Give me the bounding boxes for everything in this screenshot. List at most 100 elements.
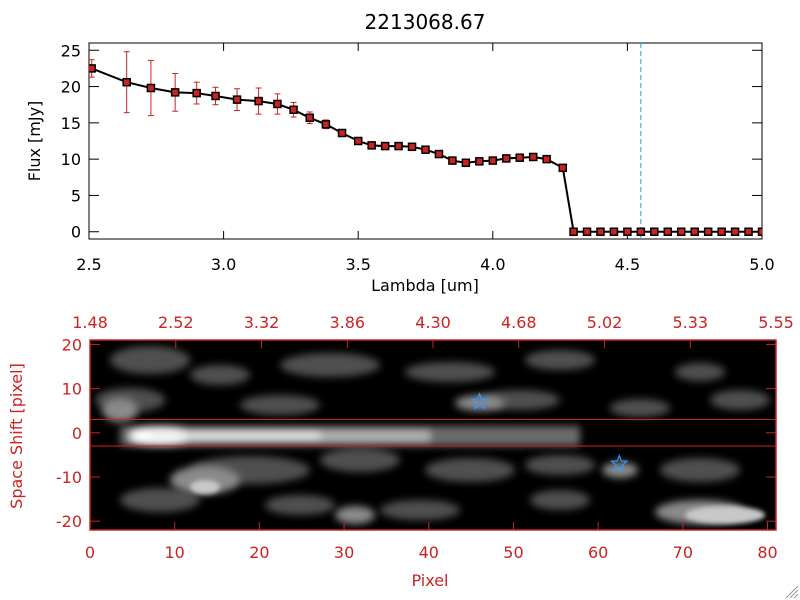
data-point: [744, 227, 753, 236]
shift-y-ticks: -20 -10 0 10 20: [56, 335, 776, 531]
y-tick-label: 0: [71, 223, 81, 242]
wavelength-top-ticks: 1.48 2.52 3.32 3.86 4.30 4.68 5.02 5.33 5.55: [72, 313, 794, 348]
data-point: [569, 227, 578, 236]
data-point: [146, 83, 156, 93]
shift-tick-label: 10: [62, 380, 82, 399]
pixel-tick-label: 60: [588, 543, 608, 562]
pixel-tick-label: 0: [85, 543, 95, 562]
y-tick-label: 25: [61, 41, 81, 60]
data-point: [211, 91, 220, 101]
pixel-tick-label: 10: [165, 543, 185, 562]
star-marker: [470, 392, 489, 410]
y-tick-label: 10: [61, 150, 81, 169]
pixel-tick-label: 70: [673, 543, 693, 562]
data-point: [407, 142, 417, 152]
spectrum-title: 2213068.67: [365, 10, 486, 34]
shift-tick-label: -10: [56, 468, 82, 487]
star-marker: [610, 454, 629, 472]
data-point: [305, 113, 314, 123]
data-point: [528, 152, 538, 162]
data-point: [434, 149, 444, 159]
shift-tick-label: -20: [56, 512, 82, 531]
data-point: [461, 158, 471, 168]
data-point: [337, 128, 347, 138]
data-point: [663, 227, 673, 236]
data-point: [582, 227, 592, 236]
x-tick-label: 4.0: [480, 255, 505, 274]
y-tick-label: 20: [61, 78, 81, 97]
spectrum-error-bars: [89, 51, 566, 172]
x-tick-label: 2.5: [76, 255, 101, 274]
image-panel: 0 10 20 30 40 50 60 70 80 -20 -10 0 10 20 1.48 2.52 3.…: [7, 313, 794, 590]
pixel-x-axis-label: Pixel: [411, 571, 448, 590]
data-point: [609, 227, 619, 236]
data-point: [717, 227, 726, 236]
data-point: [542, 154, 551, 164]
spectrum-plot-frame: [88, 42, 763, 240]
y-tick-label: 15: [61, 114, 81, 133]
wavelength-tick-label: 1.48: [72, 313, 108, 332]
pixel-tick-label: 30: [334, 543, 354, 562]
x-tick-label: 5.0: [749, 255, 774, 274]
wavelength-tick-label: 5.33: [672, 313, 708, 332]
data-point: [623, 227, 632, 236]
data-point: [192, 88, 201, 98]
source-markers: [470, 392, 629, 472]
shift-y-axis-label: Space Shift [pixel]: [7, 363, 26, 509]
data-point: [254, 96, 263, 106]
spectrum-x-ticks: 2.5 3.0 3.5 4.0 4.5 5.0: [76, 43, 775, 274]
data-point: [488, 156, 498, 165]
pixel-tick-label: 80: [757, 543, 777, 562]
data-point: [353, 136, 363, 146]
data-point: [515, 153, 524, 162]
data-point: [122, 77, 131, 87]
data-point: [690, 227, 699, 236]
pixel-tick-label: 50: [503, 543, 523, 562]
wavelength-tick-label: 2.52: [158, 313, 194, 332]
data-point: [321, 120, 331, 129]
data-point: [596, 227, 605, 236]
data-point: [232, 95, 242, 104]
y-tick-label: 5: [71, 186, 81, 205]
wavelength-tick-label: 4.68: [501, 313, 537, 332]
data-point: [558, 163, 568, 173]
pixel-tick-label: 40: [419, 543, 439, 562]
shift-tick-label: 20: [62, 335, 82, 354]
x-tick-label: 4.5: [615, 255, 640, 274]
data-point: [650, 227, 659, 236]
wavelength-tick-label: 5.55: [758, 313, 794, 332]
x-tick-label: 3.5: [345, 255, 370, 274]
pixel-x-ticks: 0 10 20 30 40 50 60 70 80: [85, 522, 778, 562]
data-point: [89, 64, 96, 73]
spectrum-y-axis-label: Flux [mJy]: [25, 101, 44, 182]
wavelength-tick-label: 3.86: [329, 313, 365, 332]
data-point: [676, 227, 686, 236]
data-point: [757, 227, 762, 236]
wavelength-tick-label: 4.30: [415, 313, 451, 332]
pixel-tick-label: 20: [249, 543, 269, 562]
data-point: [448, 156, 457, 165]
data-point: [475, 157, 484, 166]
resize-grip[interactable]: [785, 585, 799, 599]
shift-tick-label: 0: [72, 424, 82, 443]
spectrum-y-ticks: 0 5 10 15 20 25: [61, 41, 762, 242]
data-point: [730, 227, 740, 236]
x-tick-label: 3.0: [211, 255, 236, 274]
heatmap-image: [90, 340, 776, 530]
data-point: [502, 154, 511, 163]
data-point: [421, 145, 430, 154]
data-point: [273, 99, 282, 109]
data-point: [367, 141, 376, 150]
wavelength-tick-label: 5.02: [587, 313, 623, 332]
data-point: [394, 141, 403, 151]
spectrum-panel: 2213068.67 2.5 3.0 3.5 4.0 4.5 5.0 0 5 10 15 20 25…: [25, 10, 775, 295]
spectrum-x-axis-label: Lambda [um]: [371, 276, 479, 295]
spectrum-markers: [89, 64, 762, 236]
wavelength-tick-label: 3.32: [244, 313, 280, 332]
data-point: [636, 227, 646, 236]
data-point: [380, 141, 390, 151]
extraction-lines: [90, 419, 776, 447]
data-point: [170, 88, 180, 97]
data-point: [703, 227, 713, 236]
